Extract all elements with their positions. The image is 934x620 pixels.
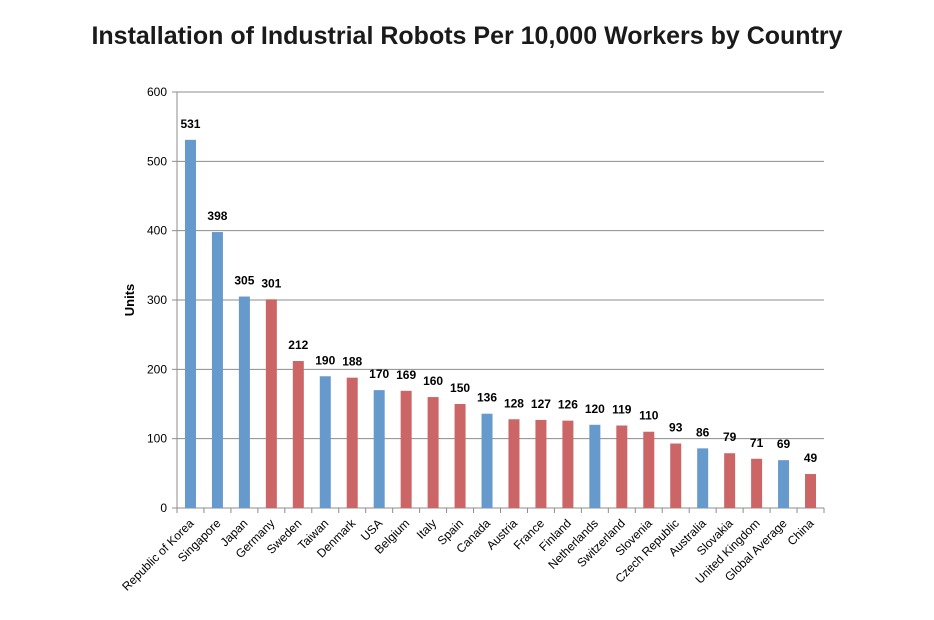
data-label: 170 — [369, 367, 389, 381]
data-label: 110 — [639, 409, 659, 423]
data-label: 119 — [612, 402, 632, 416]
bar — [670, 443, 682, 508]
bar — [562, 420, 574, 508]
y-tick-label: 300 — [147, 293, 167, 307]
data-label: 212 — [288, 338, 308, 352]
chart-title: Installation of Industrial Robots Per 10… — [91, 22, 843, 50]
category-label: China — [785, 516, 817, 548]
bar — [508, 419, 520, 508]
y-tick-label: 0 — [160, 501, 167, 515]
y-tick-label: 200 — [147, 362, 167, 376]
data-label: 71 — [750, 436, 764, 450]
y-tick-label: 400 — [147, 224, 167, 238]
y-tick-labels: 0 100 200 300 400 500 600 — [147, 85, 167, 515]
gridlines — [172, 91, 824, 509]
data-label: 136 — [477, 391, 497, 405]
bar — [751, 458, 763, 508]
bars — [184, 139, 817, 508]
data-label: 69 — [777, 437, 791, 451]
data-label: 188 — [342, 355, 362, 369]
bar — [643, 431, 655, 508]
category-labels: Republic of KoreaSingaporeJapanGermanySw… — [119, 516, 817, 594]
data-label: 398 — [207, 209, 227, 223]
bar — [481, 413, 493, 508]
bar — [697, 448, 709, 508]
data-label: 79 — [723, 430, 737, 444]
bar — [589, 424, 601, 508]
y-tick-label: 500 — [147, 154, 167, 168]
bar — [319, 376, 331, 508]
data-label: 305 — [234, 274, 254, 288]
bar — [616, 425, 628, 508]
bar — [184, 139, 196, 508]
bar — [265, 299, 277, 508]
data-label: 190 — [315, 353, 335, 367]
bar — [778, 460, 790, 508]
bar — [346, 377, 358, 508]
data-label: 150 — [450, 381, 470, 395]
bar — [535, 419, 547, 508]
y-tick-label: 600 — [147, 85, 167, 99]
bar — [454, 404, 466, 508]
data-label: 531 — [180, 117, 200, 131]
data-label: 160 — [423, 374, 443, 388]
bar — [724, 453, 736, 508]
bar — [238, 296, 250, 508]
data-label: 301 — [261, 276, 281, 290]
y-tick-label: 100 — [147, 432, 167, 446]
bar — [211, 232, 223, 508]
data-label: 128 — [504, 396, 524, 410]
axes — [176, 92, 825, 513]
data-labels: 531 398 305 301 212 190 188 170 169 160 150 136 128 1… — [180, 117, 817, 465]
data-label: 126 — [558, 398, 578, 412]
data-label: 127 — [531, 397, 551, 411]
bar — [805, 474, 817, 508]
bar — [427, 397, 439, 508]
y-axis-label: Units — [122, 284, 137, 317]
data-label: 49 — [804, 451, 818, 465]
data-label: 93 — [669, 421, 683, 435]
bar — [400, 390, 412, 508]
data-label: 169 — [396, 368, 416, 382]
data-label: 120 — [585, 402, 605, 416]
bar — [292, 361, 304, 508]
bar — [373, 390, 385, 508]
data-label: 86 — [696, 425, 710, 439]
